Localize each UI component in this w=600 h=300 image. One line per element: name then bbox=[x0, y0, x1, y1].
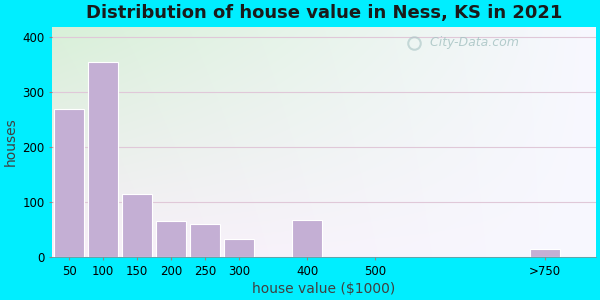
Bar bbox=[224, 239, 254, 257]
Title: Distribution of house value in Ness, KS in 2021: Distribution of house value in Ness, KS … bbox=[86, 4, 562, 22]
Bar bbox=[122, 194, 152, 257]
Bar bbox=[156, 221, 187, 257]
Bar bbox=[530, 249, 560, 257]
Text: City-Data.com: City-Data.com bbox=[422, 36, 519, 49]
Bar bbox=[190, 224, 220, 257]
Bar bbox=[292, 220, 322, 257]
Bar bbox=[54, 109, 85, 257]
Y-axis label: houses: houses bbox=[4, 117, 18, 166]
Bar bbox=[88, 62, 118, 257]
X-axis label: house value ($1000): house value ($1000) bbox=[253, 282, 395, 296]
